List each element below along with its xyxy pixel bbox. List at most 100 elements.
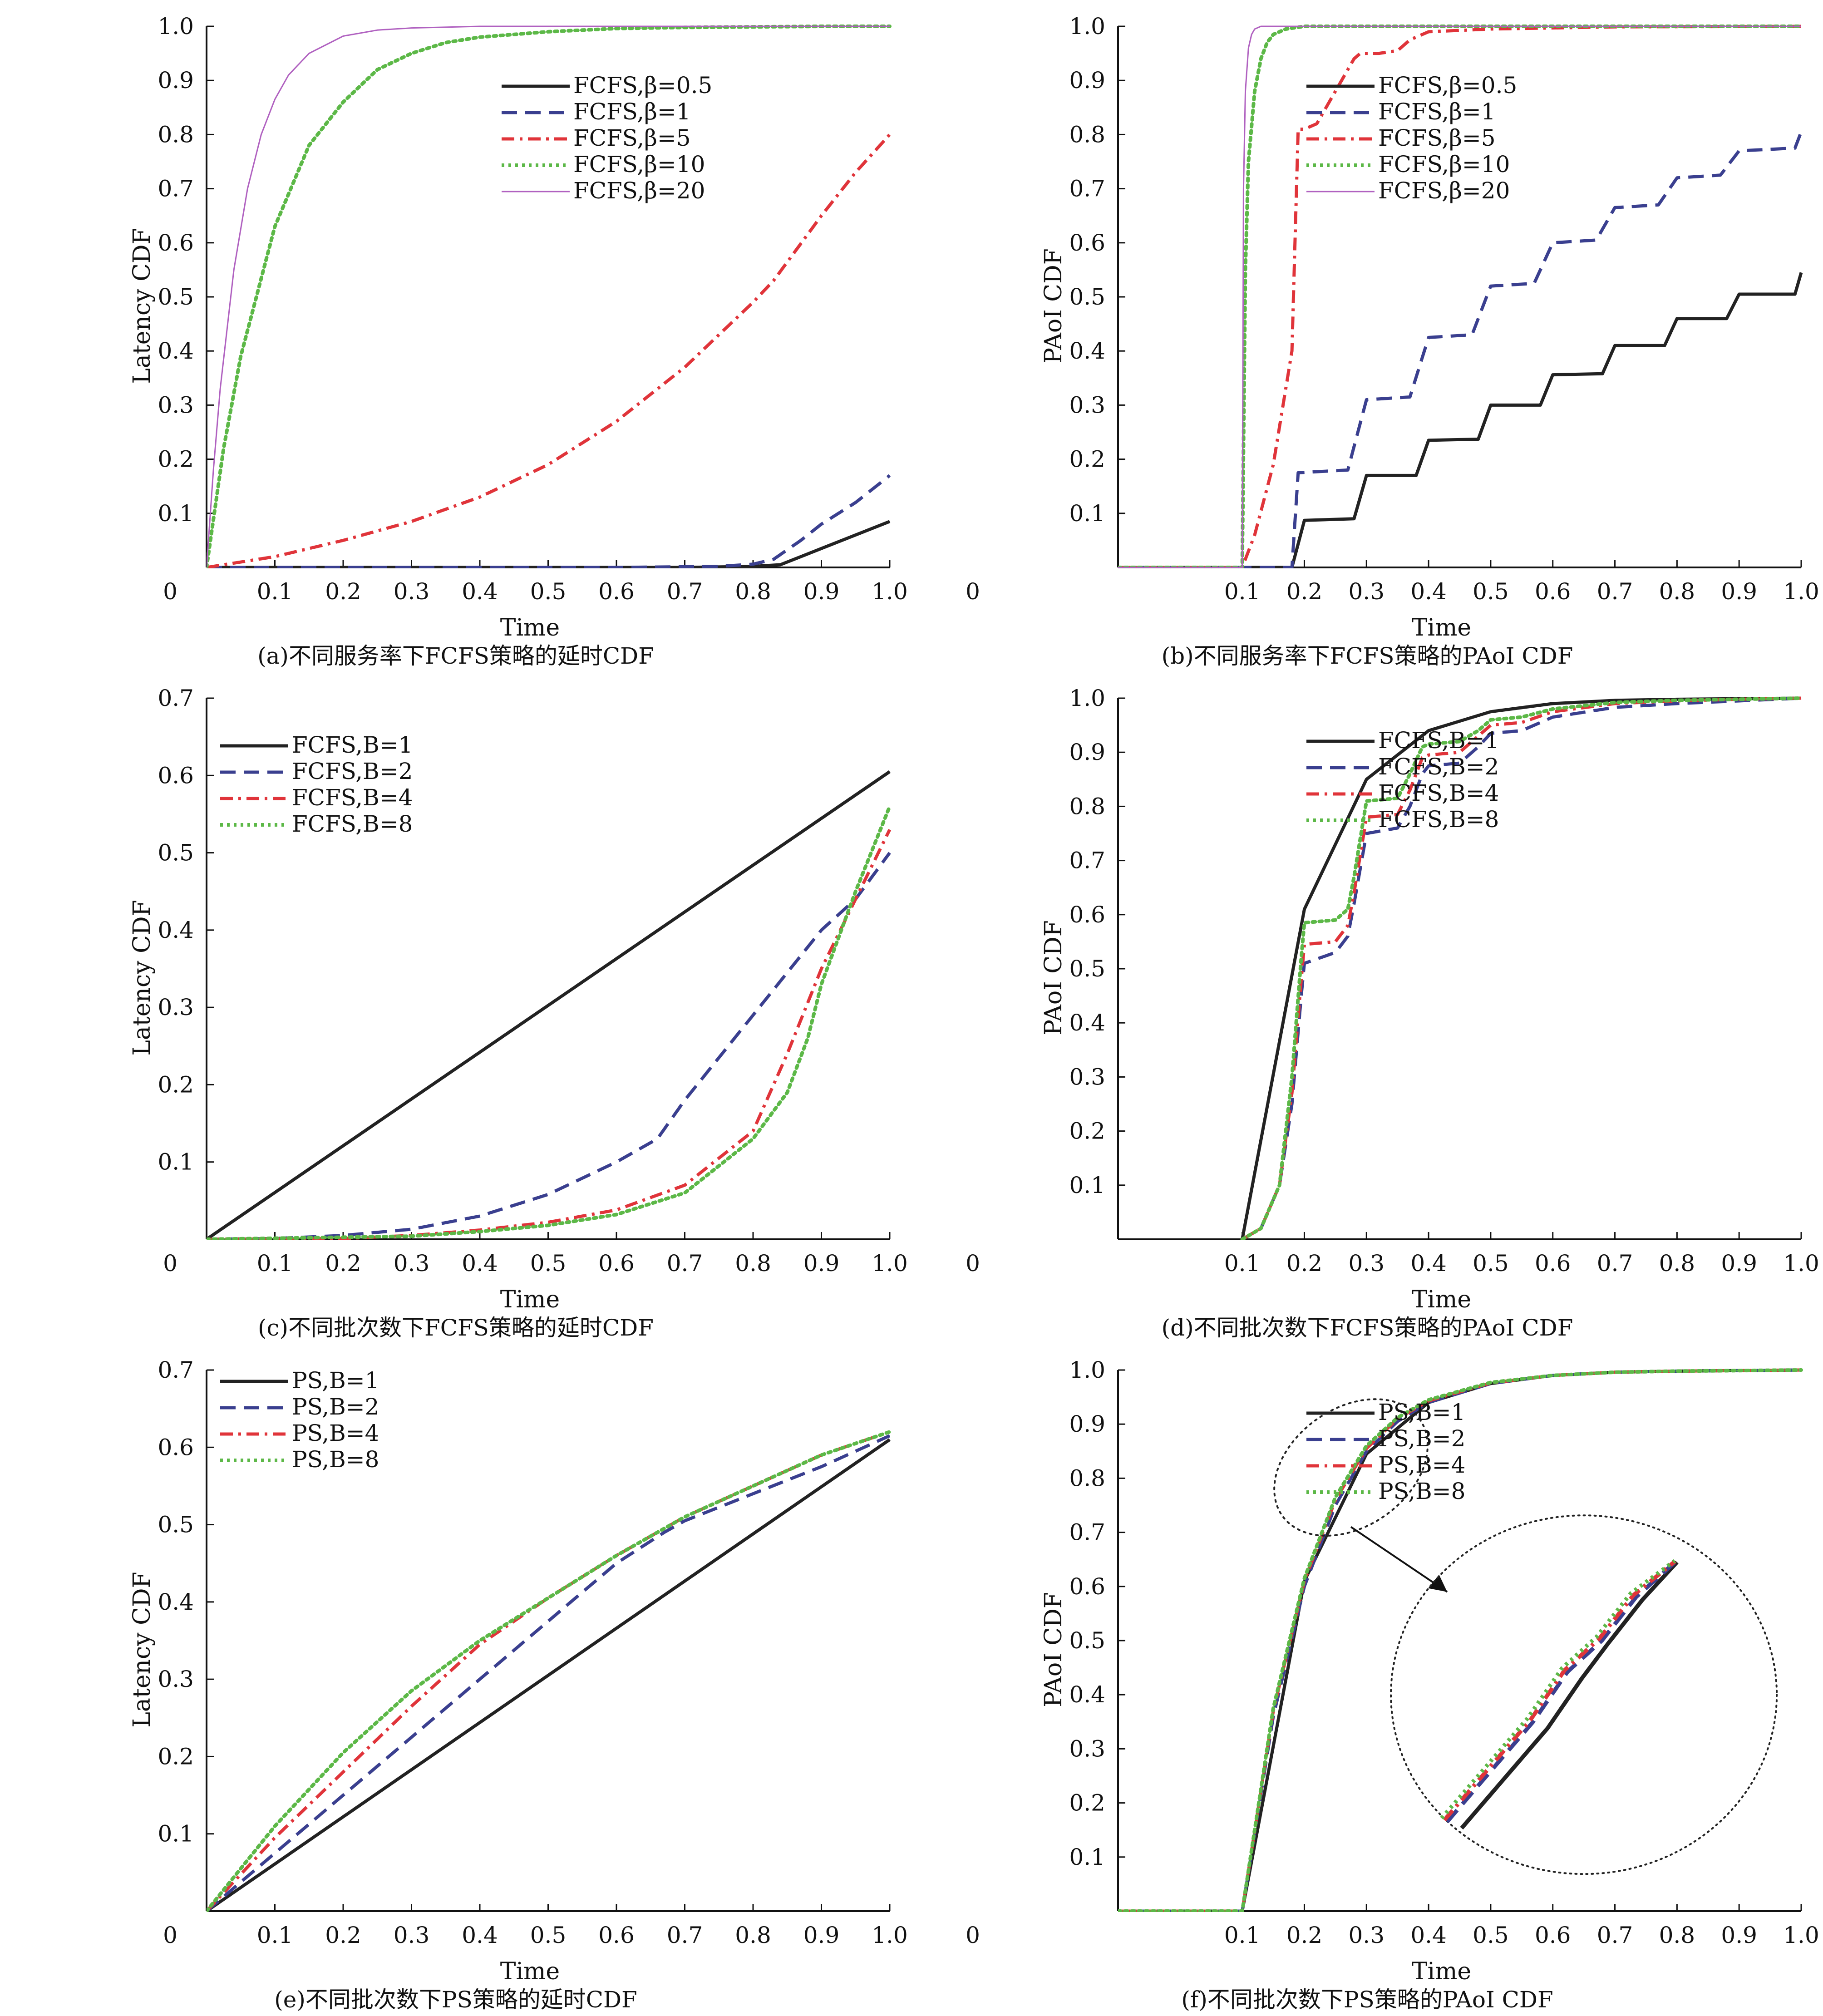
y-tick-label: 0.7 — [1069, 176, 1105, 202]
y-tick-label: 0.6 — [158, 1434, 194, 1460]
zoom-arrow — [1350, 1526, 1448, 1593]
legend-label: FCFS,β=5 — [1378, 125, 1496, 151]
series-line-1 — [1241, 696, 1802, 1240]
series-line-2 — [207, 852, 891, 1240]
series-line-3 — [207, 828, 892, 1240]
x-axis-title: Time — [500, 614, 560, 641]
y-axis-title: Latency CDF — [128, 228, 156, 384]
y-tick-label: 0.4 — [158, 1589, 194, 1615]
origin-label: 0 — [163, 1250, 177, 1277]
x-tick-label: 0.3 — [1349, 1250, 1385, 1277]
x-axis-title: Time — [1412, 1286, 1471, 1313]
legend-label: PS,B=8 — [1378, 1478, 1465, 1504]
y-tick-label: 0.6 — [1069, 1573, 1105, 1600]
x-tick-label: 0.8 — [735, 1922, 771, 1948]
y-tick-label: 0.9 — [158, 67, 194, 94]
y-tick-label: 0.3 — [1069, 1735, 1105, 1762]
y-axis-title: PAoI CDF — [1040, 1592, 1067, 1707]
panel-d: 0.1 0.2 0.3 0.4 0.5 0.6 0.7 0.8 0.9 1.0 0.1 0.2 0.3 0… — [912, 672, 1823, 1344]
y-tick-label: 0.2 — [158, 1071, 194, 1098]
series-line-1 — [207, 770, 891, 1240]
legend-label: FCFS,B=4 — [292, 784, 413, 811]
x-tick-label: 0.6 — [1535, 578, 1571, 605]
y-tick-label: 0.6 — [158, 230, 194, 256]
x-tick-label: 0.3 — [394, 1922, 430, 1948]
x-tick-label: 0.4 — [462, 1922, 498, 1948]
y-tick-label: 0.3 — [158, 392, 194, 418]
legend-label: FCFS,β=1 — [573, 99, 691, 125]
x-axis-title: Time — [1412, 1958, 1471, 1985]
y-tick-label: 0.1 — [1069, 1844, 1105, 1870]
y-tick-label: 0.7 — [158, 1357, 194, 1383]
caption-d: (d)不同批次数下FCFS策略的PAoI CDF — [1161, 1315, 1573, 1341]
series-line-3 — [207, 133, 891, 568]
y-tick-label: 0.1 — [158, 1149, 194, 1175]
legend-label: FCFS,B=1 — [1378, 727, 1499, 754]
legend-label: FCFS,B=8 — [292, 811, 413, 837]
legend-label: FCFS,B=1 — [292, 732, 413, 758]
y-tick-label: 0.1 — [158, 1821, 194, 1847]
zoom-region-ellipse — [1273, 1398, 1429, 1537]
x-axis-title: Time — [500, 1286, 560, 1313]
legend-label: PS,B=1 — [292, 1367, 379, 1394]
x-tick-label: 0.1 — [257, 1922, 293, 1948]
panel-f: 0.1 0.2 0.3 0.4 0.5 0.6 0.7 0.8 0.9 1.0 0.1 0.2 0.3 0… — [912, 1344, 1823, 2016]
x-tick-label: 0.6 — [1535, 1250, 1571, 1277]
caption-b: (b)不同服务率下FCFS策略的PAoI CDF — [1161, 643, 1573, 669]
x-tick-label: 0.2 — [325, 578, 361, 605]
x-axis-title: Time — [500, 1958, 560, 1985]
y-tick-label: 0.3 — [1069, 1064, 1105, 1090]
legend-label: PS,B=1 — [1378, 1399, 1465, 1425]
series-group — [1118, 1368, 1803, 1912]
y-tick-label: 0.2 — [1069, 446, 1105, 473]
x-tick-label: 1.0 — [872, 1250, 908, 1277]
x-tick-label: 0.5 — [1473, 578, 1509, 605]
y-tick-label: 0.4 — [1069, 1681, 1105, 1708]
series-line-1 — [207, 1438, 891, 1912]
y-tick-label: 1.0 — [1069, 13, 1105, 39]
series-line-3 — [1241, 696, 1802, 1240]
series-line-5 — [1118, 25, 1801, 568]
origin-label: 0 — [966, 578, 980, 605]
y-tick-label: 1.0 — [158, 13, 194, 39]
x-tick-label: 0.7 — [667, 1250, 703, 1277]
chart-f: 0.1 0.2 0.3 0.4 0.5 0.6 0.7 0.8 0.9 1.0 0.1 0.2 0.3 0… — [966, 1357, 1819, 1985]
y-tick-label: 0.1 — [158, 500, 194, 527]
y-tick-label: 0.2 — [1069, 1790, 1105, 1816]
legend-label: PS,B=4 — [1378, 1452, 1465, 1478]
legend-label: FCFS,B=8 — [1378, 806, 1499, 833]
caption-e: (e)不同批次数下PS策略的延时CDF — [274, 1986, 637, 2013]
x-tick-label: 0.1 — [257, 578, 293, 605]
x-tick-label: 1.0 — [1783, 1250, 1819, 1277]
x-axis-title: Time — [1412, 614, 1471, 641]
x-tick-label: 0.9 — [803, 1922, 840, 1948]
y-tick-label: 0.4 — [158, 338, 194, 364]
series-line-2 — [207, 474, 891, 568]
x-tick-label: 0.9 — [803, 1250, 840, 1277]
y-tick-label: 1.0 — [1069, 1357, 1105, 1383]
y-tick-label: 0.2 — [158, 446, 194, 473]
y-tick-label: 0.6 — [158, 762, 194, 789]
legend-label: FCFS,β=10 — [573, 151, 705, 177]
x-tick-label: 0.6 — [598, 1922, 635, 1948]
y-tick-label: 0.9 — [1069, 1411, 1105, 1437]
panel-a: 0.1 0.2 0.3 0.4 0.5 0.6 0.7 0.8 0.9 1.0 0.1 0.2 0.3 0… — [0, 0, 912, 672]
x-tick-label: 1.0 — [1783, 578, 1819, 605]
x-tick-label: 0.5 — [530, 1922, 567, 1948]
series-group — [1118, 25, 1803, 568]
x-tick-label: 0.9 — [803, 578, 840, 605]
x-tick-label: 0.7 — [1597, 1922, 1633, 1948]
legend-label: FCFS,β=1 — [1378, 99, 1496, 125]
x-tick-label: 0.4 — [462, 578, 498, 605]
y-tick-label: 0.2 — [158, 1743, 194, 1770]
y-tick-label: 0.3 — [1069, 392, 1105, 418]
legend-label: FCFS,β=10 — [1378, 151, 1510, 177]
chart-a: 0.1 0.2 0.3 0.4 0.5 0.6 0.7 0.8 0.9 1.0 0.1 0.2 0.3 0… — [128, 13, 908, 641]
legend-label: PS,B=8 — [292, 1446, 379, 1473]
y-tick-label: 0.7 — [1069, 848, 1105, 874]
x-tick-label: 0.7 — [1597, 1250, 1633, 1277]
x-tick-label: 0.5 — [1473, 1922, 1509, 1948]
y-tick-label: 0.5 — [158, 1512, 194, 1538]
series-group — [207, 1430, 892, 1912]
